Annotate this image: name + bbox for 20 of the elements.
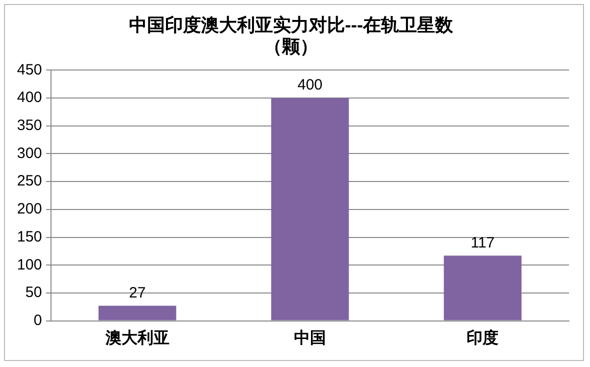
- y-tick-label: 400: [16, 89, 42, 106]
- y-tick-label: 100: [16, 256, 42, 274]
- data-label: 27: [129, 284, 146, 302]
- chart-title: 中国印度澳大利亚实力对比---在轨卫星数（颗）: [129, 14, 454, 56]
- bar: [444, 256, 522, 320]
- y-tick-label: 250: [16, 172, 42, 190]
- y-tick-label: 300: [16, 144, 42, 162]
- x-tick-label: 印度: [466, 328, 499, 347]
- y-tick-label: 50: [25, 284, 42, 302]
- x-tick-label: 澳大利亚: [104, 328, 170, 347]
- y-tick-label: 450: [16, 61, 42, 78]
- data-label: 400: [298, 76, 323, 94]
- y-tick-label: 0: [34, 312, 42, 329]
- y-tick-label: 350: [16, 117, 42, 134]
- bar: [98, 306, 176, 320]
- y-tick-label: 150: [16, 228, 42, 246]
- data-label: 117: [470, 234, 495, 252]
- y-tick-label: 200: [16, 200, 42, 218]
- x-tick-label: 中国: [294, 328, 326, 347]
- bar: [271, 98, 349, 320]
